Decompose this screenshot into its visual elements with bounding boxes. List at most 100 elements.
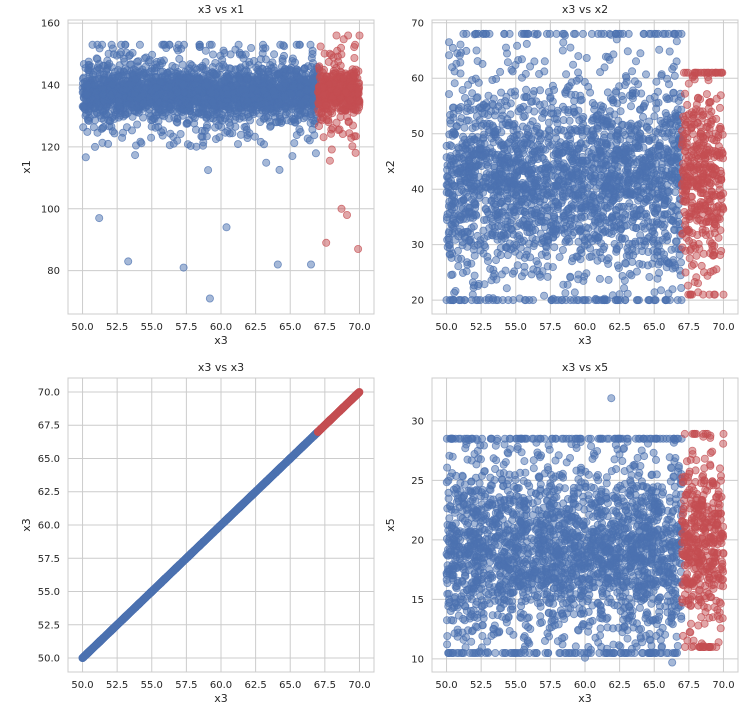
x3-vs-x2-point [470,105,479,114]
x3-vs-x2-x-tick-label: 70.0 [712,322,734,333]
x3-vs-x2-point [455,296,464,305]
x3-vs-x2-point [553,106,562,115]
x3-vs-x2-point [483,257,492,266]
x3-vs-x2-point [568,254,577,263]
x3-vs-x2-point [652,77,661,86]
x3-vs-x2-point [639,29,648,38]
x3-vs-x2-point [469,222,478,231]
x3-vs-x1-point [100,75,109,84]
x3-vs-x1-y-tick-label: 120 [41,142,60,153]
x3-vs-x2-point [488,148,497,157]
x3-vs-x1-point [84,66,93,75]
x3-vs-x1-point [160,112,169,121]
x3-vs-x1-point [99,90,108,99]
x3-vs-x2-x-tick-label: 67.5 [678,322,700,333]
x3-vs-x2-point [514,56,523,65]
x3-vs-x2-point [565,237,574,246]
x3-vs-x1-point [275,165,284,174]
x3-vs-x1-point [250,132,259,141]
x3-vs-x1-point [217,122,226,131]
x3-vs-x2-point [520,145,529,154]
x3-vs-x1-point [260,74,269,83]
x3-vs-x1-series-blue [78,40,322,303]
x3-vs-x1-y-tick-label: 80 [47,266,60,277]
x3-vs-x2-point [497,88,506,97]
x3-vs-x2-point [558,245,567,254]
x3-vs-x1-point [315,73,324,82]
x3-vs-x1-point [295,74,304,83]
x3-vs-x2-point [513,201,522,210]
x3-vs-x1-point [158,59,167,68]
x3-vs-x2-point [624,202,633,211]
x3-vs-x1-point [341,88,350,97]
x3-vs-x1-point [83,90,92,99]
x3-vs-x2-point [444,90,453,99]
x3-vs-x1-point [204,166,213,175]
x3-vs-x1-point [133,85,142,94]
x3-vs-x2-point [506,110,515,119]
x3-vs-x2-point [539,145,548,154]
x3-vs-x2-point [663,74,672,83]
x3-vs-x2-point [650,112,659,121]
x3-vs-x2-point [601,52,610,61]
x3-vs-x1-point [270,50,279,59]
x3-vs-x1-point [344,31,353,40]
x3-vs-x1-point [137,139,146,148]
x3-vs-x2-point [624,247,633,256]
x3-vs-x2-point [560,218,569,227]
x3-vs-x1-point [266,122,275,131]
x3-vs-x2-point [470,281,479,290]
x3-vs-x2-point [579,113,588,122]
x3-vs-x1-point [135,40,144,49]
x3-vs-x2-point [550,243,559,252]
x3-vs-x2-point [447,270,456,279]
x3-vs-x1-point [168,72,177,81]
x3-vs-x1-point [108,80,117,89]
x3-vs-x1-point [131,151,140,160]
x3-vs-x1-point [90,80,99,89]
x3-vs-x2-point [657,286,666,295]
x3-vs-x1-point [131,75,140,84]
x3-vs-x1-y-tick-label: 140 [41,80,60,91]
x3-vs-x1-point [243,133,252,142]
x3-vs-x2-point [566,43,575,52]
x3-vs-x2-point [642,186,651,195]
x3-vs-x1-point [161,93,170,102]
x3-vs-x2-point [501,266,510,275]
x3-vs-x1-point [133,120,142,129]
x3-vs-x1-x-tick-label: 50.0 [71,322,93,333]
x3-vs-x1-point [351,148,360,157]
x3-vs-x2-y-tick-label: 40 [411,185,424,196]
x3-vs-x1-point [122,85,131,94]
x3-vs-x1-point [337,204,346,213]
x3-vs-x1-point [345,96,354,105]
x3-vs-x1-point [160,40,169,49]
x3-vs-x1-point [91,103,100,112]
x3-vs-x1-point [110,114,119,123]
x3-vs-x1-point [123,101,132,110]
x3-vs-x2-point [650,229,659,238]
x3-vs-x2-point [522,133,531,142]
x3-vs-x2-point [504,296,513,305]
x3-vs-x2-point [665,47,674,56]
x3-vs-x1-point [105,109,114,118]
x3-vs-x2-point [593,256,602,265]
x3-vs-x1-x-tick-label: 60.0 [210,322,232,333]
x3-vs-x2-point [481,29,490,38]
x3-vs-x1-point [190,97,199,106]
x3-vs-x2-point [623,47,632,56]
x3-vs-x2-x-tick-label: 60.0 [574,322,596,333]
x3-vs-x2-point [459,29,468,38]
x3-vs-x2-point [633,181,642,190]
x3-vs-x1-point [91,142,100,151]
x3-vs-x1-point [350,43,359,52]
x3-vs-x1-point [327,145,336,154]
x3-vs-x1-point [337,106,346,115]
x3-vs-x1-point [165,141,174,150]
x3-vs-x1-point [351,132,360,141]
x3-vs-x2-point [560,164,569,173]
x3-vs-x1-point [246,105,255,114]
x3-vs-x1-point [98,124,107,133]
x3-vs-x1-point [194,86,203,95]
x3-vs-x2-point [543,272,552,281]
